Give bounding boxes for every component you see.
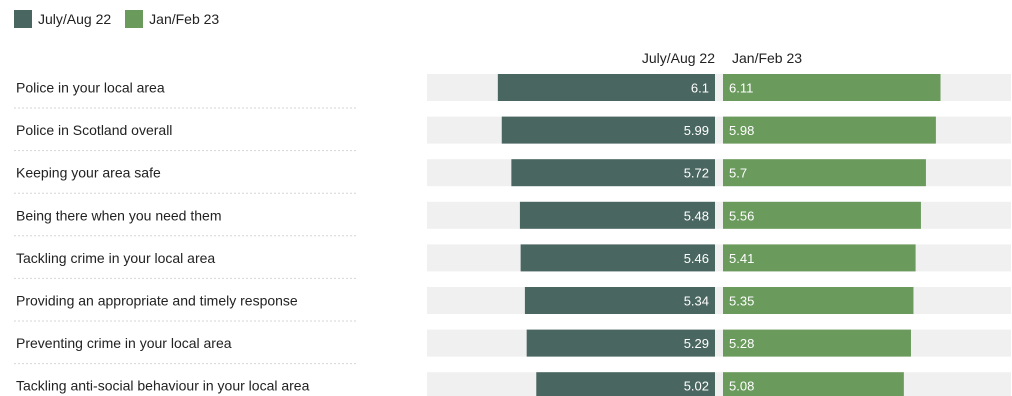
- legend-swatch-july-aug-22: [14, 10, 32, 28]
- value-label-jan-feb-23-row-8: 5.08: [729, 379, 754, 394]
- bar-jan-feb-23-row-8: [723, 372, 904, 396]
- legend-label-july-aug-22: July/Aug 22: [38, 11, 112, 27]
- bar-jan-feb-23-row-2: [723, 116, 936, 144]
- bar-july-aug-22-row-6: [524, 287, 715, 314]
- bar-jan-feb-23-row-1: [723, 74, 941, 101]
- legend-swatch-jan-feb-23: [125, 10, 144, 28]
- value-label-jan-feb-23-row-7: 5.28: [729, 336, 754, 351]
- bar-july-aug-22-row-2: [501, 116, 715, 144]
- bar-july-aug-22-row-4: [519, 201, 715, 229]
- value-label-jan-feb-23-row-5: 5.41: [729, 251, 754, 266]
- value-label-july-aug-22-row-7: 5.29: [684, 336, 709, 351]
- bar-track-row-6: [427, 287, 1011, 314]
- category-label-row-5: Tackling crime in your local area: [16, 250, 215, 266]
- bar-track-row-8: [427, 372, 1011, 396]
- category-label-row-2: Police in Scotland overall: [16, 122, 172, 138]
- value-label-jan-feb-23-row-6: 5.35: [729, 294, 754, 309]
- category-label-row-4: Being there when you need them: [16, 207, 221, 223]
- bar-july-aug-22-row-7: [526, 329, 715, 357]
- value-label-july-aug-22-row-8: 5.02: [684, 379, 709, 394]
- category-label-row-1: Police in your local area: [16, 80, 165, 96]
- value-label-july-aug-22-row-5: 5.46: [684, 251, 709, 266]
- value-label-jan-feb-23-row-3: 5.7: [729, 166, 747, 181]
- category-label-row-8: Tackling anti-social behaviour in your l…: [16, 378, 310, 394]
- value-label-july-aug-22-row-1: 6.1: [691, 81, 709, 96]
- bar-july-aug-22-row-5: [520, 244, 715, 272]
- value-label-jan-feb-23-row-1: 6.11: [729, 81, 753, 96]
- bar-track-row-7: [427, 329, 1011, 357]
- value-label-jan-feb-23-row-2: 5.98: [729, 123, 754, 138]
- value-label-july-aug-22-row-3: 5.72: [684, 166, 709, 181]
- bar-jan-feb-23-row-7: [723, 329, 911, 357]
- bar-track-row-5: [427, 244, 1011, 272]
- column-header-july-aug-22: July/Aug 22: [641, 50, 715, 66]
- bar-jan-feb-23-row-4: [723, 201, 921, 229]
- category-label-row-6: Providing an appropriate and timely resp…: [16, 293, 298, 309]
- legend: July/Aug 22 Jan/Feb 23: [14, 10, 233, 28]
- legend-label-jan-feb-23: Jan/Feb 23: [149, 11, 220, 27]
- bar-jan-feb-23-row-3: [723, 159, 926, 187]
- bar-track-row-4: [427, 201, 1011, 229]
- legend-item-july-aug-22: July/Aug 22: [14, 10, 111, 28]
- bar-jan-feb-23-row-6: [723, 287, 914, 314]
- value-label-july-aug-22-row-2: 5.99: [684, 123, 709, 138]
- category-label-row-7: Preventing crime in your local area: [16, 335, 232, 351]
- value-label-july-aug-22-row-6: 5.34: [684, 294, 709, 309]
- bar-jan-feb-23-row-5: [723, 244, 916, 272]
- bar-july-aug-22-row-3: [511, 159, 715, 187]
- bar-july-aug-22-row-1: [497, 74, 715, 101]
- value-label-jan-feb-23-row-4: 5.56: [729, 208, 754, 223]
- value-label-july-aug-22-row-4: 5.48: [684, 208, 709, 223]
- category-label-row-3: Keeping your area safe: [16, 165, 161, 181]
- bar-july-aug-22-row-8: [536, 372, 715, 396]
- legend-item-jan-feb-23: Jan/Feb 23: [125, 10, 219, 28]
- column-header-jan-feb-23: Jan/Feb 23: [732, 50, 803, 66]
